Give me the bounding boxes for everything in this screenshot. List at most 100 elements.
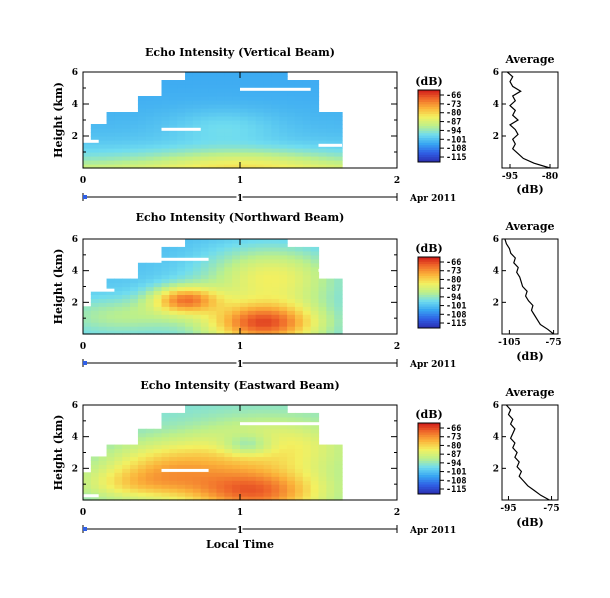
heatmap-cell — [200, 96, 210, 101]
heatmap-cell — [263, 294, 272, 299]
heatmap-cell — [145, 286, 155, 292]
heatmap-cell — [255, 460, 265, 465]
heatmap-cell — [287, 448, 296, 454]
heatmap-cell — [240, 436, 249, 442]
heatmap-cell — [169, 492, 178, 497]
heatmap-cell — [224, 322, 233, 327]
heatmap-cell — [240, 282, 249, 288]
heatmap-cell — [90, 496, 100, 501]
heatmap-cell — [294, 144, 304, 149]
heatmap-cell — [310, 254, 320, 260]
heatmap-cell — [247, 492, 257, 497]
heatmap-cell — [224, 412, 233, 418]
heatmap-cell — [200, 116, 210, 121]
heatmap-cell — [247, 140, 257, 145]
heatmap-cells — [83, 72, 343, 169]
heatmap-cell — [271, 405, 280, 410]
heatmap-cell — [294, 432, 304, 438]
heatmap-cell — [177, 140, 186, 145]
heatmap-cell — [106, 290, 115, 296]
heatmap-cell — [161, 322, 170, 327]
heatmap-cell — [153, 290, 163, 296]
heatmap-cell — [294, 428, 304, 434]
heatmap-cell — [185, 282, 194, 288]
heatmap-cell — [122, 140, 131, 145]
heatmap-cell — [263, 322, 272, 327]
heatmap-cell — [310, 424, 320, 430]
heatmap-cell — [279, 152, 288, 157]
heatmap-cell — [153, 306, 163, 311]
heatmap-cell — [153, 286, 163, 292]
heatmap-cell — [200, 318, 210, 323]
y-axis-label: Height (km) — [52, 415, 65, 491]
heatmap-cell — [232, 120, 241, 125]
heatmap-cell — [216, 408, 225, 414]
heatmap-cell — [169, 278, 178, 284]
heatmap-cell — [302, 424, 312, 430]
heatmap-cell — [255, 80, 265, 85]
heatmap-cell — [114, 306, 123, 311]
heatmap-cell — [271, 144, 280, 149]
heatmap-cell — [192, 239, 202, 244]
heatmap-cell — [200, 330, 210, 335]
heatmap-cell — [232, 148, 241, 153]
colorbar-tick-label: -108 — [446, 310, 466, 320]
heatmap-cell — [310, 476, 320, 481]
heatmap-cell — [122, 112, 131, 117]
colorbar-segment — [418, 323, 440, 327]
heatmap-cell — [145, 140, 155, 145]
heatmap-cell — [232, 424, 241, 430]
heatmap-cell — [145, 456, 155, 462]
colorbar-tick-label: -101 — [446, 468, 466, 478]
heatmap-cell — [200, 440, 210, 446]
heatmap-cell — [185, 326, 194, 331]
heatmap-cell — [279, 488, 288, 493]
heatmap-cell — [287, 148, 296, 153]
heatmap-cell — [294, 136, 304, 141]
heatmap-cell — [106, 314, 115, 319]
heatmap-cell — [255, 124, 265, 129]
heatmap-cell — [310, 472, 320, 477]
heatmap-cell — [310, 452, 320, 458]
heatmap-cell — [185, 156, 194, 161]
colorbar-segment — [418, 280, 440, 284]
heatmap-cell — [161, 112, 170, 117]
heatmap-cell — [302, 108, 312, 113]
heatmap-cell — [255, 290, 265, 296]
heatmap-cell — [294, 460, 304, 465]
heatmap-cell — [185, 124, 194, 129]
heatmap-cell — [240, 160, 249, 165]
heatmap-cell — [161, 294, 170, 299]
heatmap-cell — [240, 412, 249, 418]
heatmap-cell — [177, 472, 186, 477]
heatmap-cell — [224, 112, 233, 117]
heatmap-cell — [302, 136, 312, 141]
average-x-label: (dB) — [516, 350, 543, 363]
heatmap-cell — [302, 444, 312, 450]
colorbar-segment — [418, 128, 440, 132]
heatmap-cell — [294, 310, 304, 315]
heatmap-cell — [279, 278, 288, 284]
heatmap-cell — [98, 148, 108, 153]
colorbar-segment — [418, 423, 440, 426]
heatmap-cell — [310, 132, 320, 137]
heatmap-cell — [130, 330, 139, 335]
heatmap-cell — [310, 432, 320, 438]
heatmap-cell — [334, 484, 343, 489]
heatmap-cell — [161, 416, 170, 422]
heatmap-cell — [169, 484, 178, 489]
heatmap-cell — [130, 456, 139, 462]
heatmap-cell — [232, 242, 241, 248]
heatmap-cell — [255, 496, 265, 501]
average-frame — [501, 71, 559, 169]
heatmap-cell — [271, 464, 280, 469]
heatmap-cell — [279, 448, 288, 454]
heatmap-cell — [310, 480, 320, 485]
heatmap-cell — [247, 246, 257, 252]
heatmap-cell — [255, 242, 265, 248]
colorbar-segment — [418, 427, 440, 431]
heatmap-cell — [247, 104, 257, 109]
heatmap-cell — [192, 246, 202, 252]
heatmap-cell — [130, 160, 139, 165]
heatmap-cell — [255, 330, 265, 335]
